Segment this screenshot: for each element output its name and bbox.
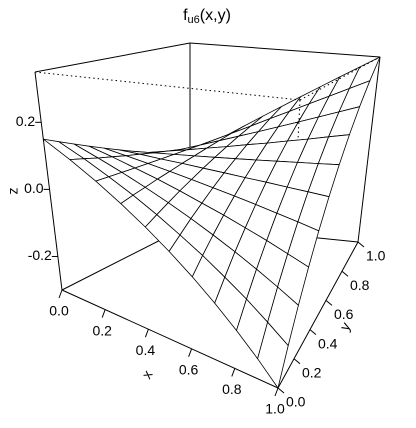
box-edge: [61, 289, 279, 389]
box-edge: [34, 42, 191, 73]
box-edge-hidden: [299, 56, 381, 101]
x-tick: [58, 289, 63, 299]
box-front: [34, 56, 381, 389]
y-tick-label: 0.8: [350, 277, 370, 293]
x-tick: [101, 309, 106, 318]
z-tick-label: 0.0: [24, 180, 44, 196]
z-tick-label: 0.2: [16, 113, 36, 129]
y-tick-label: 1.0: [366, 248, 386, 264]
y-tick: [325, 300, 333, 306]
y-tick-label: 0.6: [334, 306, 354, 322]
surface-facet: [257, 321, 289, 389]
title-subscript: u6: [188, 14, 200, 26]
surface: [42, 56, 381, 389]
x-tick: [144, 329, 149, 338]
x-tick-label: 0.2: [92, 322, 112, 338]
box-edge-hidden: [34, 71, 301, 101]
y-tick-label: 0.0: [286, 394, 306, 410]
y-tick: [277, 387, 285, 394]
x-tick-label: 0.8: [222, 381, 242, 397]
y-tick: [293, 358, 301, 365]
x-axis-title: x: [138, 367, 155, 381]
x-tick-label: 1.0: [265, 401, 285, 417]
box-edge: [189, 42, 381, 58]
box-edge: [34, 71, 63, 291]
y-tick-label: 0.2: [302, 365, 322, 381]
z-axis-title: z: [5, 188, 21, 195]
y-tick-label: 0.4: [318, 335, 338, 351]
x-tick-label: 0.0: [49, 303, 69, 319]
title-main: f: [183, 7, 188, 24]
title-args: (x,y): [200, 7, 231, 24]
y-tick: [309, 329, 317, 335]
chart-title: fu6(x,y): [183, 7, 231, 26]
x-tick-label: 0.4: [136, 342, 156, 358]
box-edge: [357, 56, 381, 243]
axes: 0.00.20.40.60.81.0 0.00.20.40.60.81.0-0.2…: [5, 113, 386, 417]
x-tick: [231, 368, 236, 377]
y-tick: [357, 241, 365, 248]
x-tick: [188, 348, 193, 357]
y-tick: [341, 270, 349, 277]
box-edge: [277, 241, 359, 389]
x-tick-label: 0.6: [179, 362, 199, 378]
z-tick-label: -0.2: [28, 247, 52, 263]
x-tick: [274, 387, 279, 397]
